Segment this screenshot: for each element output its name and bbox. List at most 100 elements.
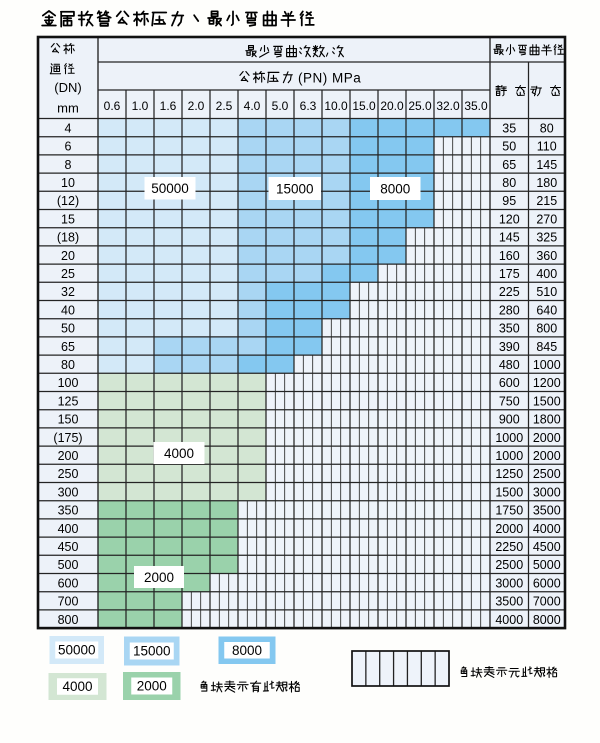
svg-text:270: 270 <box>536 212 557 226</box>
svg-text:(DN): (DN) <box>54 80 81 95</box>
svg-text:mm: mm <box>57 101 79 116</box>
svg-text:6: 6 <box>65 140 72 154</box>
svg-text:15000: 15000 <box>133 644 171 659</box>
svg-text:100: 100 <box>58 376 79 390</box>
svg-text:(PN) MPa: (PN) MPa <box>298 70 361 85</box>
svg-text:2500: 2500 <box>533 467 561 481</box>
svg-text:25: 25 <box>61 267 75 281</box>
svg-text:360: 360 <box>536 249 557 263</box>
svg-text:35: 35 <box>502 121 516 135</box>
svg-text:7000: 7000 <box>533 595 561 609</box>
svg-text:2500: 2500 <box>495 558 523 572</box>
svg-text:32: 32 <box>61 285 75 299</box>
svg-text:8000: 8000 <box>232 643 262 658</box>
svg-text:4000: 4000 <box>495 613 523 627</box>
svg-text:1500: 1500 <box>533 394 561 408</box>
svg-text:(18): (18) <box>57 231 79 245</box>
svg-text:400: 400 <box>536 267 557 281</box>
svg-text:845: 845 <box>536 340 557 354</box>
svg-text:2000: 2000 <box>495 522 523 536</box>
svg-text:1250: 1250 <box>495 467 523 481</box>
svg-text:5.0: 5.0 <box>272 99 289 113</box>
svg-text:50: 50 <box>502 140 516 154</box>
svg-text:10: 10 <box>61 176 75 190</box>
svg-text:1500: 1500 <box>495 485 523 499</box>
svg-text:215: 215 <box>536 194 557 208</box>
svg-text:4000: 4000 <box>164 446 194 461</box>
svg-text:480: 480 <box>499 358 520 372</box>
svg-text:390: 390 <box>499 340 520 354</box>
svg-text:2000: 2000 <box>144 570 174 585</box>
svg-text:15.0: 15.0 <box>352 99 376 113</box>
svg-text:32.0: 32.0 <box>436 99 460 113</box>
svg-text:25.0: 25.0 <box>408 99 432 113</box>
svg-text:1000: 1000 <box>495 431 523 445</box>
svg-text:20: 20 <box>61 249 75 263</box>
svg-text:80: 80 <box>540 121 554 135</box>
svg-text:3000: 3000 <box>533 485 561 499</box>
svg-text:50: 50 <box>61 322 75 336</box>
svg-text:700: 700 <box>58 595 79 609</box>
svg-text:325: 325 <box>536 231 557 245</box>
svg-text:3500: 3500 <box>495 595 523 609</box>
svg-text:(175): (175) <box>53 431 82 445</box>
svg-text:65: 65 <box>61 340 75 354</box>
svg-text:500: 500 <box>58 558 79 572</box>
svg-text:150: 150 <box>58 413 79 427</box>
svg-text:4.0: 4.0 <box>244 99 261 113</box>
svg-text:510: 510 <box>536 285 557 299</box>
svg-text:80: 80 <box>61 358 75 372</box>
svg-text:2000: 2000 <box>137 679 167 694</box>
svg-text:800: 800 <box>58 613 79 627</box>
svg-text:2000: 2000 <box>533 431 561 445</box>
svg-text:65: 65 <box>502 158 516 172</box>
svg-text:175: 175 <box>499 267 520 281</box>
svg-text:2.0: 2.0 <box>188 99 205 113</box>
svg-text:(12): (12) <box>57 194 79 208</box>
svg-text:50000: 50000 <box>151 181 189 196</box>
svg-text:50000: 50000 <box>58 643 96 658</box>
svg-text:6.3: 6.3 <box>300 99 317 113</box>
svg-text:125: 125 <box>58 394 79 408</box>
svg-text:300: 300 <box>58 485 79 499</box>
svg-text:180: 180 <box>536 176 557 190</box>
svg-text:350: 350 <box>58 504 79 518</box>
svg-text:6000: 6000 <box>533 576 561 590</box>
svg-text:0.6: 0.6 <box>104 99 121 113</box>
svg-text:3000: 3000 <box>495 576 523 590</box>
svg-text:2000: 2000 <box>533 449 561 463</box>
svg-text:900: 900 <box>499 413 520 427</box>
svg-text:600: 600 <box>499 376 520 390</box>
svg-text:1200: 1200 <box>533 376 561 390</box>
svg-text:1.6: 1.6 <box>160 99 177 113</box>
svg-text:450: 450 <box>58 540 79 554</box>
svg-text:145: 145 <box>536 158 557 172</box>
svg-text:1800: 1800 <box>533 413 561 427</box>
svg-text:120: 120 <box>499 212 520 226</box>
svg-text:640: 640 <box>536 303 557 317</box>
svg-text:35.0: 35.0 <box>464 99 488 113</box>
svg-text:4000: 4000 <box>62 679 92 694</box>
svg-text:1000: 1000 <box>533 358 561 372</box>
svg-text:200: 200 <box>58 449 79 463</box>
svg-text:80: 80 <box>502 176 516 190</box>
svg-text:8000: 8000 <box>533 613 561 627</box>
svg-text:8000: 8000 <box>380 181 410 196</box>
svg-text:280: 280 <box>499 303 520 317</box>
svg-text:350: 350 <box>499 322 520 336</box>
svg-text:400: 400 <box>58 522 79 536</box>
svg-text:1.0: 1.0 <box>132 99 149 113</box>
svg-text:4000: 4000 <box>533 522 561 536</box>
svg-text:8: 8 <box>65 158 72 172</box>
svg-text:4: 4 <box>65 121 72 135</box>
svg-text:160: 160 <box>499 249 520 263</box>
svg-text:2250: 2250 <box>495 540 523 554</box>
svg-text:1750: 1750 <box>495 504 523 518</box>
svg-text:10.0: 10.0 <box>324 99 348 113</box>
svg-text:95: 95 <box>502 194 516 208</box>
svg-text:110: 110 <box>537 140 557 154</box>
svg-text:15000: 15000 <box>276 181 314 196</box>
svg-text:3500: 3500 <box>533 504 561 518</box>
svg-text:800: 800 <box>536 322 557 336</box>
svg-text:250: 250 <box>58 467 79 481</box>
